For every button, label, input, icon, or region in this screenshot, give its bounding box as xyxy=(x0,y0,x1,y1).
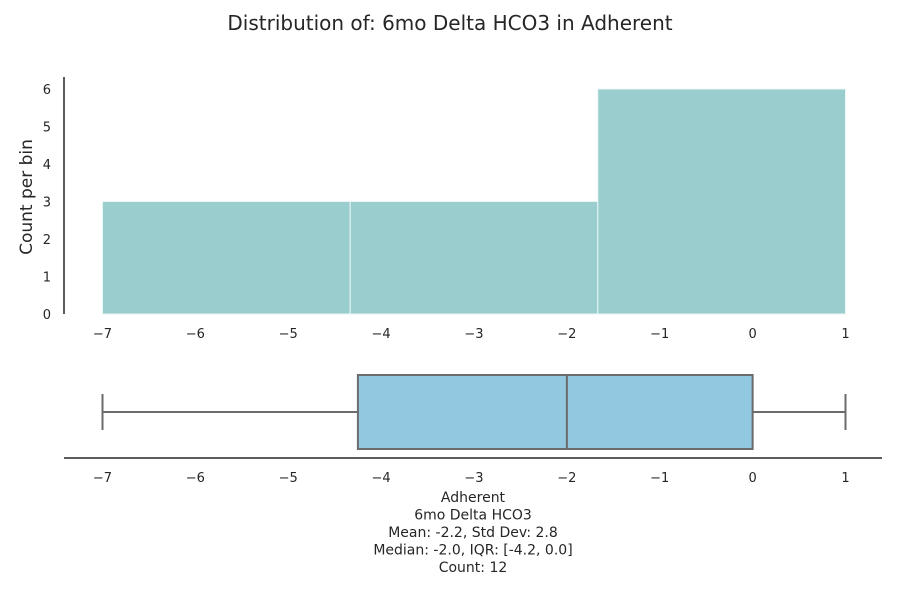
boxplot-x-tick-label: −6 xyxy=(186,471,205,486)
histogram-x-tick-label: 1 xyxy=(841,327,849,342)
boxplot-x-tick-label: −4 xyxy=(372,471,391,486)
caption-line: Mean: -2.2, Std Dev: 2.8 xyxy=(388,525,558,541)
boxplot-x-tick-label: −1 xyxy=(650,471,669,486)
histogram-x-tick-label: −4 xyxy=(372,327,391,342)
histogram-y-tick-label: 3 xyxy=(43,196,51,211)
histogram-x-tick-label: −2 xyxy=(557,327,576,342)
caption-line: 6mo Delta HCO3 xyxy=(414,508,532,524)
boxplot-iqr-box xyxy=(356,374,754,450)
histogram-y-tick-label: 1 xyxy=(43,271,51,286)
histogram-y-tick-label: 2 xyxy=(43,233,51,248)
histogram-x-tick-label: −6 xyxy=(186,327,205,342)
histogram-bar-1 xyxy=(102,201,351,315)
boxplot-x-tick-label: −2 xyxy=(557,471,576,486)
histogram-x-tick-label: −3 xyxy=(464,327,483,342)
histogram-y-tick-label: 6 xyxy=(43,83,51,98)
histogram-x-tick-label: 0 xyxy=(748,327,756,342)
histogram-bar-3 xyxy=(597,88,846,315)
caption-line: Adherent xyxy=(441,490,506,506)
boxplot-x-tick-label: −5 xyxy=(279,471,298,486)
histogram-y-tick-label: 0 xyxy=(43,308,51,323)
boxplot-x-tick-label: −7 xyxy=(93,471,112,486)
histogram-y-tick-label: 4 xyxy=(43,158,51,173)
boxplot-x-tick-label: 1 xyxy=(841,471,849,486)
caption-line: Count: 12 xyxy=(439,560,508,576)
histogram-bar-2 xyxy=(349,201,599,315)
boxplot-plot: −7 −6 −5 −4 −3 −2 −1 0 1 xyxy=(64,374,882,486)
boxplot-x-tick-label: −3 xyxy=(464,471,483,486)
histogram-y-axis-label: Count per bin xyxy=(17,139,37,255)
histogram-x-tick-label: −7 xyxy=(93,327,112,342)
histogram-y-tick-label: 5 xyxy=(43,121,51,136)
caption-line: Median: -2.0, IQR: [-4.2, 0.0] xyxy=(373,543,572,559)
histogram-x-tick-label: −5 xyxy=(279,327,298,342)
histogram-x-tick-label: −1 xyxy=(650,327,669,342)
chart-title: Distribution of: 6mo Delta HCO3 in Adher… xyxy=(227,11,672,35)
boxplot-x-tick-label: 0 xyxy=(748,471,756,486)
histogram-plot: 0 1 2 3 4 5 6 −7 −6 −5 −4 −3 −2 −1 0 1 xyxy=(43,77,850,342)
